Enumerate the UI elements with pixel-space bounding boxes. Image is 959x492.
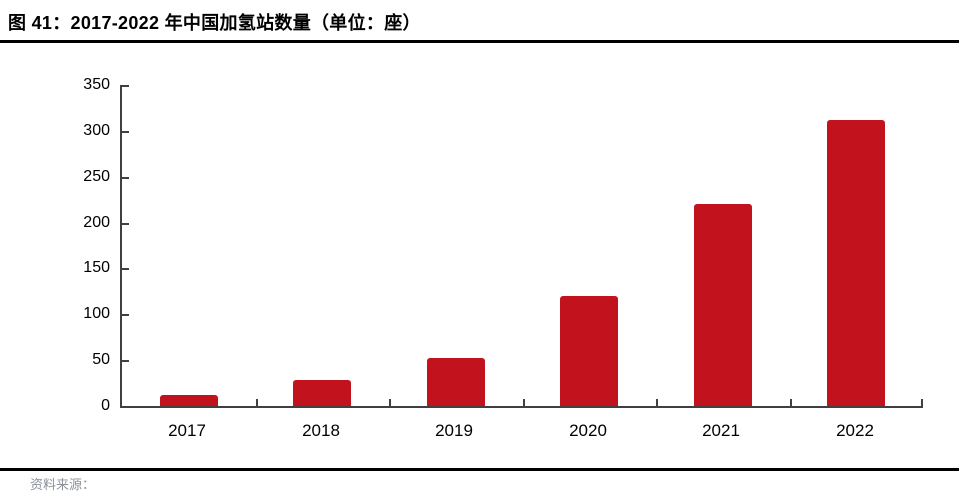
- y-tick-150: [122, 268, 129, 270]
- y-tick-350: [122, 85, 129, 87]
- y-axis-label-200: 200: [83, 214, 110, 231]
- y-tick-50: [122, 360, 129, 362]
- y-tick-100: [122, 314, 129, 316]
- y-axis-label-150: 150: [83, 259, 110, 276]
- y-axis-label-50: 50: [92, 351, 110, 368]
- plot-area: [120, 85, 923, 408]
- footer-divider-rule: [0, 468, 959, 471]
- title-divider-rule: [0, 40, 959, 43]
- x-axis-label-2018: 2018: [302, 421, 340, 440]
- y-tick-300: [122, 131, 129, 133]
- x-tick-3: [523, 399, 525, 406]
- x-tick-5: [790, 399, 792, 406]
- bar-2017: [160, 395, 218, 406]
- y-tick-200: [122, 223, 129, 225]
- bar-2021: [694, 204, 752, 406]
- x-axis-label-2021: 2021: [702, 421, 740, 440]
- y-axis-label-350: 350: [83, 76, 110, 93]
- x-tick-6: [921, 399, 923, 406]
- bar-2018: [293, 380, 351, 406]
- x-axis-label-2019: 2019: [435, 421, 473, 440]
- x-axis-label-2017: 2017: [168, 421, 206, 440]
- bar-2020: [560, 296, 618, 406]
- figure-title: 图 41：2017-2022 年中国加氢站数量（单位：座）: [8, 13, 421, 33]
- y-tick-250: [122, 177, 129, 179]
- x-axis-label-2022: 2022: [836, 421, 874, 440]
- x-tick-4: [656, 399, 658, 406]
- x-tick-2: [389, 399, 391, 406]
- x-tick-1: [256, 399, 258, 406]
- y-axis-label-0: 0: [101, 397, 110, 414]
- x-axis-labels: 2017 2018 2019 2020 2021 2022: [120, 421, 923, 443]
- y-axis-label-250: 250: [83, 168, 110, 185]
- bar-2022: [827, 120, 885, 406]
- y-axis-label-300: 300: [83, 122, 110, 139]
- bar-2019: [427, 358, 485, 406]
- y-axis-label-100: 100: [83, 305, 110, 322]
- x-axis-label-2020: 2020: [569, 421, 607, 440]
